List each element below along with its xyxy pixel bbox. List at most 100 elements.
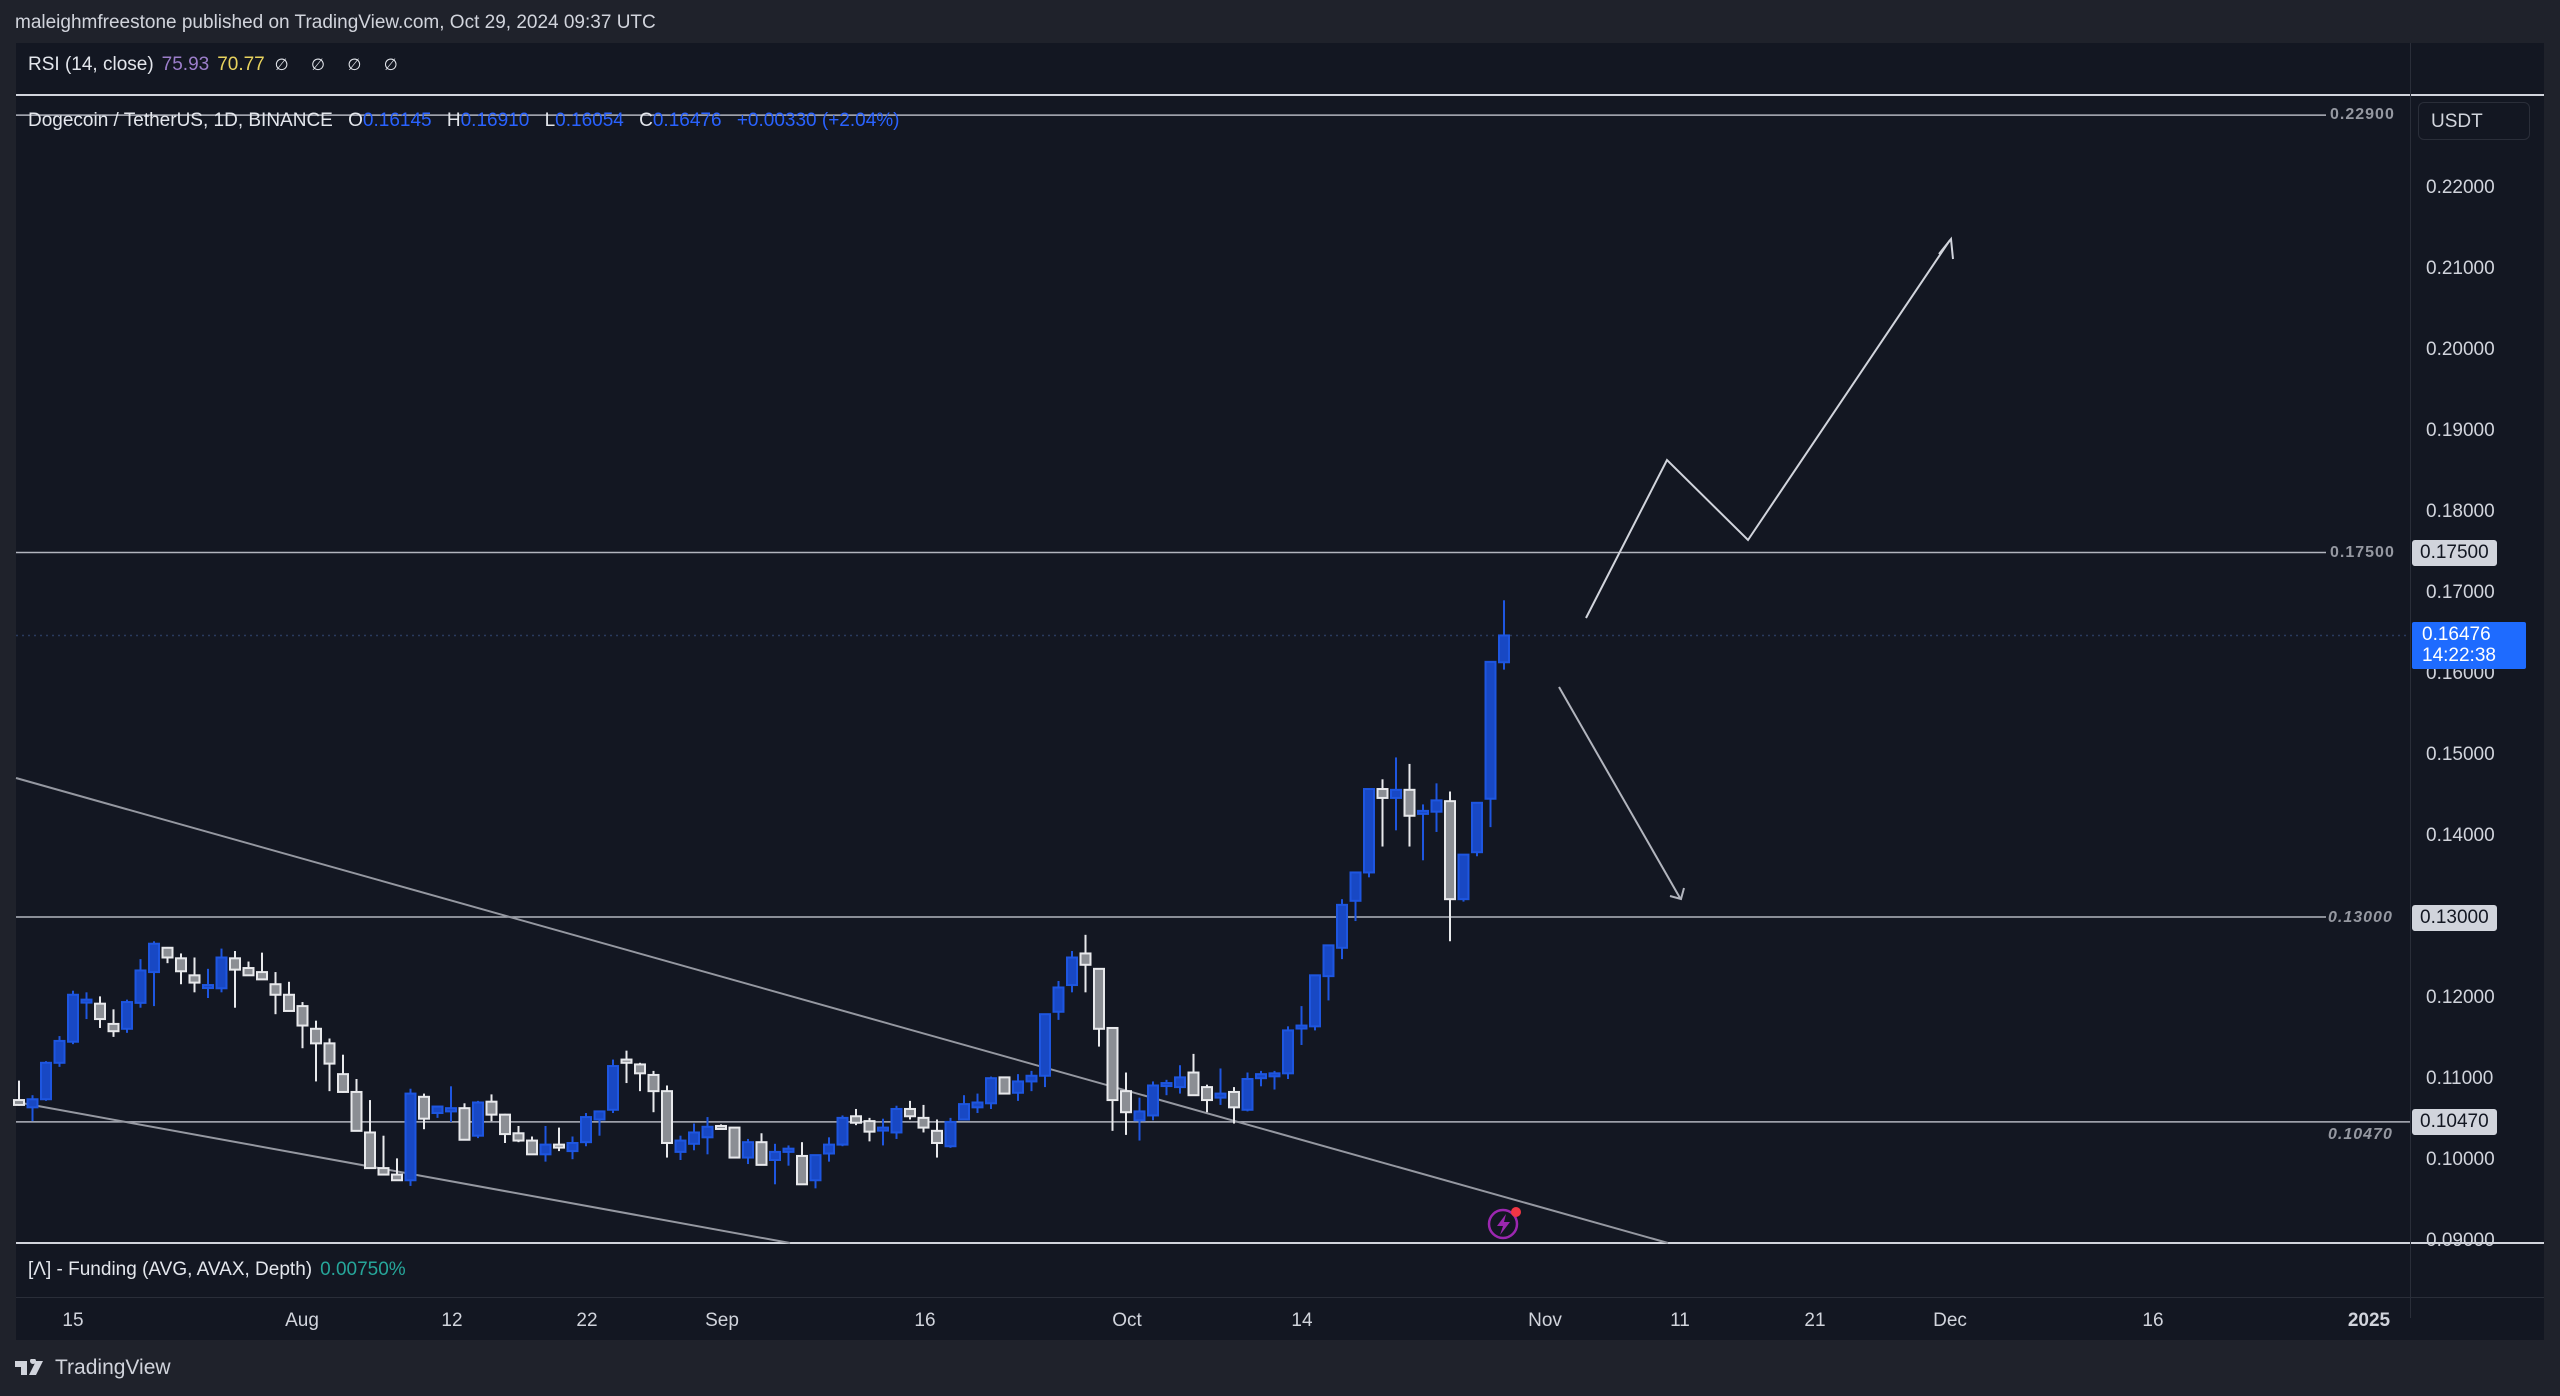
candle-body[interactable] [701,1125,714,1139]
candle-body[interactable] [877,1126,889,1132]
candle-body[interactable] [499,1113,511,1136]
candle-body[interactable] [904,1107,916,1118]
projection-bearish-arrow[interactable] [1558,686,1681,899]
candle-body[interactable] [1484,660,1497,800]
candle-body[interactable] [890,1107,903,1134]
candle-body[interactable] [998,1076,1011,1095]
candle-body[interactable] [1120,1090,1132,1114]
candle-body[interactable] [1012,1080,1024,1094]
candle-body[interactable] [1417,809,1429,815]
candle-body[interactable] [863,1120,876,1133]
candle-body[interactable] [256,971,268,981]
candle-body[interactable] [539,1143,552,1156]
candle-body[interactable] [728,1126,741,1159]
candle-body[interactable] [971,1101,984,1109]
candle-body[interactable] [296,1005,309,1027]
candle-body[interactable] [593,1110,606,1121]
candle-body[interactable] [445,1107,457,1113]
candle-body[interactable] [310,1027,322,1045]
candle-body[interactable] [1444,800,1456,901]
candle-body[interactable] [1430,799,1443,813]
candle-body[interactable] [1079,952,1092,966]
rsi-legend[interactable]: RSI (14, close) 75.93 70.77 ∅ ∅ ∅ ∅ [28,54,407,76]
arrow-head-icon[interactable] [1938,236,1954,260]
candle-body[interactable] [1025,1074,1038,1083]
arrow-head-icon[interactable] [1669,887,1685,901]
candle-body[interactable] [647,1073,660,1093]
tradingview-brand[interactable]: TradingView [15,1356,171,1380]
candle-body[interactable] [134,969,147,1004]
candle-body[interactable] [1322,944,1335,978]
candle-body[interactable] [283,993,295,1012]
trendline-resistance[interactable] [15,777,1669,1244]
candle-body[interactable] [634,1063,646,1075]
candle-body[interactable] [917,1116,930,1129]
candle-body[interactable] [715,1124,727,1130]
candle-body[interactable] [931,1129,943,1144]
candle-body[interactable] [809,1154,822,1182]
trendline-support[interactable] [15,1101,791,1244]
candle-body[interactable] [661,1090,673,1144]
candle-body[interactable] [202,984,214,990]
candle-body[interactable] [553,1143,565,1149]
candle-body[interactable] [526,1139,538,1156]
candle-body[interactable] [323,1042,336,1065]
candle-body[interactable] [1498,634,1510,664]
candle-body[interactable] [607,1065,619,1111]
candle-body[interactable] [512,1132,525,1142]
candle-body[interactable] [1268,1072,1281,1078]
candle-body[interactable] [1093,967,1105,1030]
candle-body[interactable] [121,1001,133,1030]
candle-body[interactable] [377,1167,390,1176]
event-flash-icon[interactable] [1487,1208,1519,1240]
candle-body[interactable] [1160,1082,1173,1088]
candle-body[interactable] [1295,1024,1308,1030]
candle-body[interactable] [107,1022,120,1033]
candle-body[interactable] [269,983,282,996]
candle-body[interactable] [431,1105,444,1115]
candle-body[interactable] [1133,1110,1146,1122]
candle-body[interactable] [1255,1073,1267,1080]
symbol-legend[interactable]: Dogecoin / TetherUS, 1D, BINANCE O0.1614… [28,110,900,132]
candle-body[interactable] [458,1107,471,1141]
candle-body[interactable] [1471,801,1483,854]
candle-body[interactable] [1376,788,1389,799]
candle-body[interactable] [13,1099,25,1106]
candle-body[interactable] [1241,1078,1254,1111]
candle-body[interactable] [674,1139,687,1153]
candle-body[interactable] [958,1103,970,1121]
candle-body[interactable] [1066,956,1078,987]
funding-legend[interactable]: [Λ] - Funding (AVG, AVAX, Depth) 0.00750% [28,1259,406,1281]
candle-body[interactable] [1174,1076,1186,1089]
candle-body[interactable] [242,967,255,977]
candle-body[interactable] [1336,903,1348,949]
candle-body[interactable] [1187,1071,1200,1097]
price-axis[interactable] [2410,43,2545,1318]
candle-body[interactable] [1039,1013,1051,1077]
candle-body[interactable] [1403,788,1416,817]
candle-body[interactable] [1201,1086,1213,1102]
candle-body[interactable] [1390,788,1402,799]
candle-body[interactable] [404,1092,417,1182]
candle-body[interactable] [782,1147,795,1153]
candle-body[interactable] [1106,1026,1119,1102]
candle-body[interactable] [1282,1029,1294,1075]
candle-body[interactable] [80,998,93,1004]
candle-body[interactable] [67,993,79,1043]
candle-body[interactable] [485,1100,498,1116]
candle-body[interactable] [620,1058,633,1064]
candle-body[interactable] [472,1101,484,1137]
candle-body[interactable] [836,1116,849,1146]
candle-body[interactable] [26,1098,39,1109]
candle-body[interactable] [350,1090,363,1132]
candle-body[interactable] [1147,1084,1159,1117]
candle-body[interactable] [850,1115,862,1124]
candle-body[interactable] [796,1154,808,1186]
candle-body[interactable] [215,956,228,990]
candle-body[interactable] [944,1120,957,1148]
candle-body[interactable] [148,942,160,974]
candle-body[interactable] [755,1141,768,1166]
candle-body[interactable] [1309,974,1321,1028]
candle-body[interactable] [53,1039,66,1064]
